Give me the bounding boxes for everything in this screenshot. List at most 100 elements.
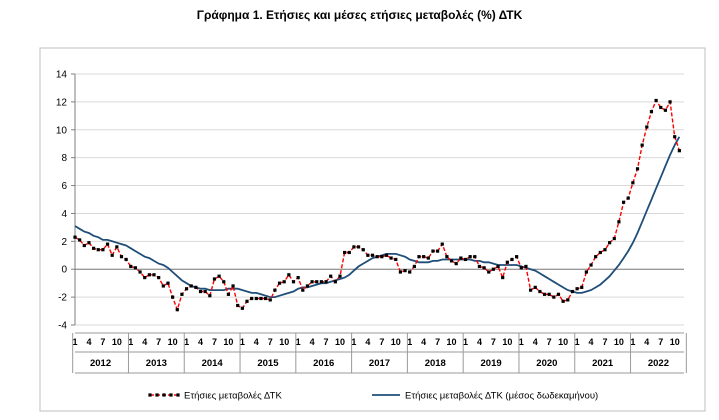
series-annual-change-marker: [431, 249, 435, 253]
series-annual-change-marker: [324, 280, 328, 284]
series-annual-change-marker: [412, 264, 416, 269]
y-tick-label: 8: [61, 153, 67, 164]
series-annual-change-marker: [236, 303, 240, 308]
y-tick-label: 14: [56, 70, 68, 81]
series-annual-change-marker: [570, 289, 575, 294]
series-annual-change-marker: [105, 242, 110, 246]
series-annual-change-marker: [575, 287, 579, 291]
series-12m-average-line: [74, 136, 681, 299]
x-month-label: 1: [519, 337, 524, 347]
series-annual-change-marker: [333, 280, 337, 284]
legend-label-average: Ετήσιες μεταβολές ΔΤΚ (μέσος δωδεκαμήνου…: [405, 391, 598, 402]
x-month-label: 1: [184, 337, 189, 347]
x-month-label: 4: [644, 337, 649, 347]
x-month-label: 4: [86, 337, 91, 347]
series-annual-change-marker: [533, 285, 537, 289]
series-annual-change-marker: [542, 292, 547, 296]
legend-marker-annual: [169, 393, 173, 397]
series-annual-change-marker: [194, 285, 198, 289]
series-annual-change-marker: [561, 299, 565, 303]
x-month-label: 10: [223, 337, 233, 347]
legend: Ετήσιες μεταβολές ΔΤΚ Ετήσιες μεταβολές Δ…: [148, 391, 598, 402]
series-annual-change-marker: [589, 263, 593, 267]
series-annual-change-marker: [180, 292, 184, 296]
series-annual-change-marker: [287, 273, 291, 277]
x-month-label: 4: [198, 337, 203, 347]
x-month-label: 7: [547, 337, 552, 347]
series-annual-change-marker: [398, 270, 403, 274]
y-tick-label: 0: [61, 265, 67, 276]
x-month-label: 7: [100, 337, 105, 347]
series-annual-change-marker: [78, 238, 82, 242]
series-annual-change-marker: [668, 100, 672, 104]
x-month-label: 10: [502, 337, 512, 347]
series-annual-change-marker: [482, 266, 486, 270]
series-annual-change-marker: [389, 256, 393, 260]
x-month-label: 4: [421, 337, 426, 347]
series-annual-change-marker: [147, 273, 151, 277]
series-annual-change-marker: [519, 266, 523, 270]
series-annual-change-marker: [110, 253, 114, 257]
x-month-label: 1: [351, 337, 356, 347]
series-annual-change-marker: [538, 289, 542, 294]
x-year-label: 2018: [425, 358, 446, 369]
series-annual-change-marker: [91, 246, 96, 250]
x-month-label: 10: [168, 337, 178, 347]
series-annual-change-marker: [566, 298, 570, 302]
series-annual-change-marker: [417, 255, 421, 259]
y-tick-label: -4: [58, 321, 67, 332]
series-annual-change-marker: [124, 257, 128, 262]
legend-marker-annual: [148, 393, 152, 397]
x-month-label: 7: [156, 337, 161, 347]
x-month-label: 7: [658, 337, 663, 347]
series-annual-change-marker: [370, 253, 375, 257]
series-annual-change-marker: [449, 259, 454, 263]
series-annual-change-marker: [161, 284, 165, 288]
chart-frame: [39, 47, 706, 412]
series-annual-change-marker: [282, 280, 286, 284]
x-month-label: 1: [72, 337, 77, 347]
series-annual-change-marker: [82, 243, 86, 248]
series-annual-change-marker: [264, 296, 268, 301]
series-annual-change-marker: [645, 125, 649, 129]
series-annual-change-marker: [515, 255, 519, 259]
x-month-label: 4: [142, 337, 147, 347]
x-month-label: 1: [575, 337, 580, 347]
series-annual-change-marker: [250, 296, 254, 301]
x-year-label: 2012: [90, 358, 111, 369]
series-annual-change-marker: [366, 253, 370, 257]
series-annual-change-marker: [454, 262, 458, 266]
series-annual-change-marker: [547, 292, 551, 296]
series-annual-change-marker: [594, 255, 598, 259]
x-year-label: 2016: [313, 358, 334, 369]
grid-lines: [75, 73, 684, 326]
series-annual-change-marker: [356, 245, 361, 249]
series-annual-change-marker: [473, 255, 477, 259]
series-annual-change-marker: [198, 289, 203, 294]
series-annual-change-marker: [468, 255, 472, 259]
x-month-label: 1: [407, 337, 412, 347]
x-month-label: 4: [254, 337, 259, 347]
series-annual-change-marker: [129, 264, 133, 269]
series-annual-change-marker: [603, 248, 607, 252]
x-month-label: 1: [240, 337, 245, 347]
series-annual-change-marker: [305, 284, 310, 288]
series-annual-change-marker: [422, 255, 426, 259]
series-annual-change-marker: [635, 167, 640, 171]
series-layer: [73, 98, 681, 312]
series-annual-change-marker: [384, 253, 389, 257]
chart-title: Γράφημα 1. Ετήσιες και μέσες ετήσιες μετ…: [196, 8, 523, 22]
series-annual-change-marker: [598, 250, 602, 255]
x-year-label: 2020: [536, 358, 557, 369]
x-month-label: 10: [558, 337, 568, 347]
series-annual-change-marker: [394, 257, 398, 262]
series-annual-change-marker: [584, 270, 588, 274]
series-annual-change-marker: [319, 280, 323, 284]
x-month-label: 4: [477, 337, 482, 347]
series-annual-change-marker: [277, 281, 282, 285]
series-annual-change-marker: [315, 280, 319, 284]
series-annual-change-marker: [491, 267, 495, 271]
series-annual-change-marker: [240, 306, 244, 310]
series-annual-change-marker: [580, 285, 584, 289]
